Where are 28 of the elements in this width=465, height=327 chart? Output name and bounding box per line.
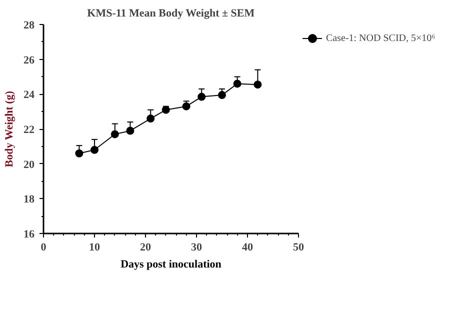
legend-label: Case-1: NOD SCID, 5×10⁶ bbox=[326, 32, 436, 44]
point bbox=[110, 130, 119, 138]
y-axis-title: Body Weight (g) bbox=[4, 90, 16, 168]
point bbox=[126, 126, 134, 135]
point bbox=[182, 102, 190, 110]
point bbox=[75, 149, 84, 158]
x-tick-label: 50 bbox=[293, 242, 304, 254]
x-tick-label: 0 bbox=[40, 242, 47, 254]
x-axis-title: Days post inoculation bbox=[120, 258, 222, 270]
y-tick-label: 20 bbox=[24, 158, 35, 171]
point bbox=[198, 92, 206, 101]
x-tick-label: 30 bbox=[191, 242, 202, 254]
point bbox=[233, 80, 242, 88]
point bbox=[254, 80, 262, 89]
x-tick-label: 20 bbox=[140, 242, 152, 254]
point bbox=[162, 106, 170, 114]
x-tick-label: 40 bbox=[242, 242, 254, 254]
point bbox=[218, 91, 226, 100]
x-tick-label: 10 bbox=[89, 242, 100, 254]
y-tick-label: 16 bbox=[24, 228, 35, 240]
y-tick-label: 26 bbox=[24, 54, 35, 66]
y-tick-label: 28 bbox=[24, 20, 35, 32]
point bbox=[146, 114, 155, 123]
y-tick-label: 22 bbox=[24, 124, 35, 136]
y-tick-label: 18 bbox=[24, 194, 35, 206]
point bbox=[90, 146, 98, 154]
y-tick-label: 24 bbox=[24, 89, 35, 102]
chart-title: KMS-11 Mean Body Weight ± SEM bbox=[87, 8, 256, 20]
